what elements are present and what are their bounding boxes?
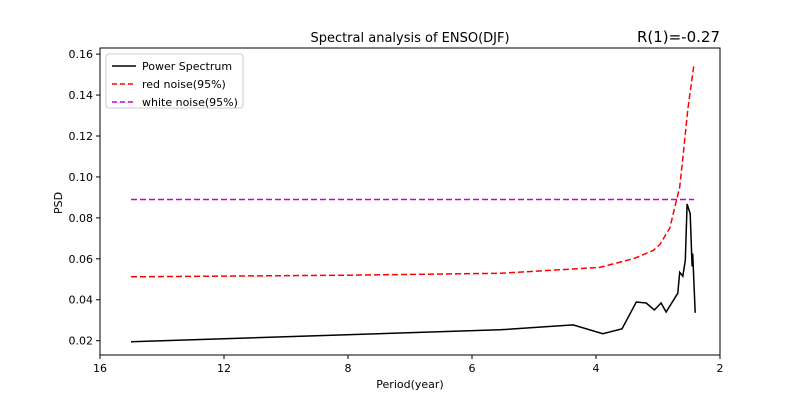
chart-title: Spectral analysis of ENSO(DJF) xyxy=(310,31,509,46)
legend-label: red noise(95%) xyxy=(142,78,226,91)
y-tick-label: 0.02 xyxy=(69,335,94,348)
y-tick-label: 0.12 xyxy=(69,130,94,143)
x-tick-label: 8 xyxy=(345,362,352,375)
x-tick-label: 2 xyxy=(717,362,724,375)
y-axis-label: PSD xyxy=(52,192,65,214)
legend-label: Power Spectrum xyxy=(142,60,232,73)
y-tick-label: 0.06 xyxy=(69,253,94,266)
y-tick-label: 0.16 xyxy=(69,48,94,61)
plot-area xyxy=(130,64,696,343)
legend-box xyxy=(105,53,244,109)
lag1-annotation: R(1)=-0.27 xyxy=(637,28,720,46)
y-tick-label: 0.10 xyxy=(69,171,94,184)
x-axis-label: Period(year) xyxy=(376,378,443,391)
y-tick-label: 0.14 xyxy=(69,89,94,102)
x-tick-label: 4 xyxy=(593,362,600,375)
series-power-spectrum xyxy=(130,203,696,343)
legend-label: white noise(95%) xyxy=(142,96,238,109)
legend: Power Spectrum red noise(95%) white noise(… xyxy=(105,53,244,109)
axes-frame xyxy=(99,47,721,356)
x-tick-label: 12 xyxy=(217,362,231,375)
x-tick-label: 6 xyxy=(469,362,476,375)
x-tick-label: 16 xyxy=(93,362,107,375)
y-tick-label: 0.08 xyxy=(69,212,94,225)
y-tick-label: 0.04 xyxy=(69,294,94,307)
